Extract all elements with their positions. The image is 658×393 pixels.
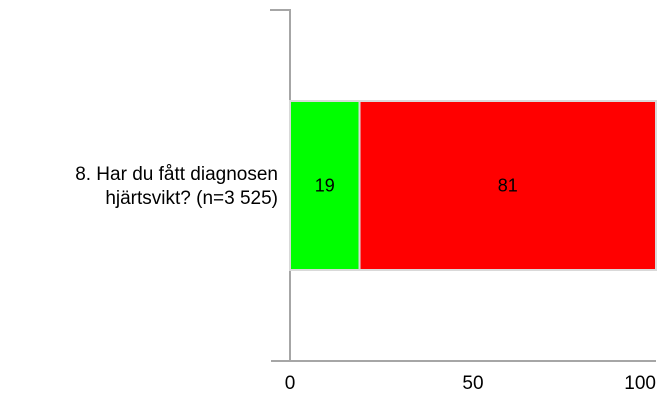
category-label-line: hjärtsvikt? (n=3 525) <box>105 188 278 209</box>
x-tick-label: 100 <box>624 373 656 393</box>
bar-segment-1 <box>358 100 657 271</box>
x-tick-label: 50 <box>462 373 483 393</box>
category-label-line: 8. Har du fått diagnosen <box>75 164 278 185</box>
bar-segment-0 <box>289 100 361 271</box>
bars: 19 81 <box>289 100 657 271</box>
x-tick-label: 0 <box>285 373 296 393</box>
data-label-0: 19 <box>315 176 335 196</box>
x-axis-ticks: 0 50 100 <box>285 373 656 393</box>
labels: 8. Har du fått diagnosen hjärtsvikt? (n=3… <box>75 164 278 209</box>
category-label: 8. Har du fått diagnosen hjärtsvikt? (n=3… <box>75 164 278 209</box>
y-axis-line <box>270 9 291 361</box>
data-label-1: 81 <box>498 176 518 196</box>
